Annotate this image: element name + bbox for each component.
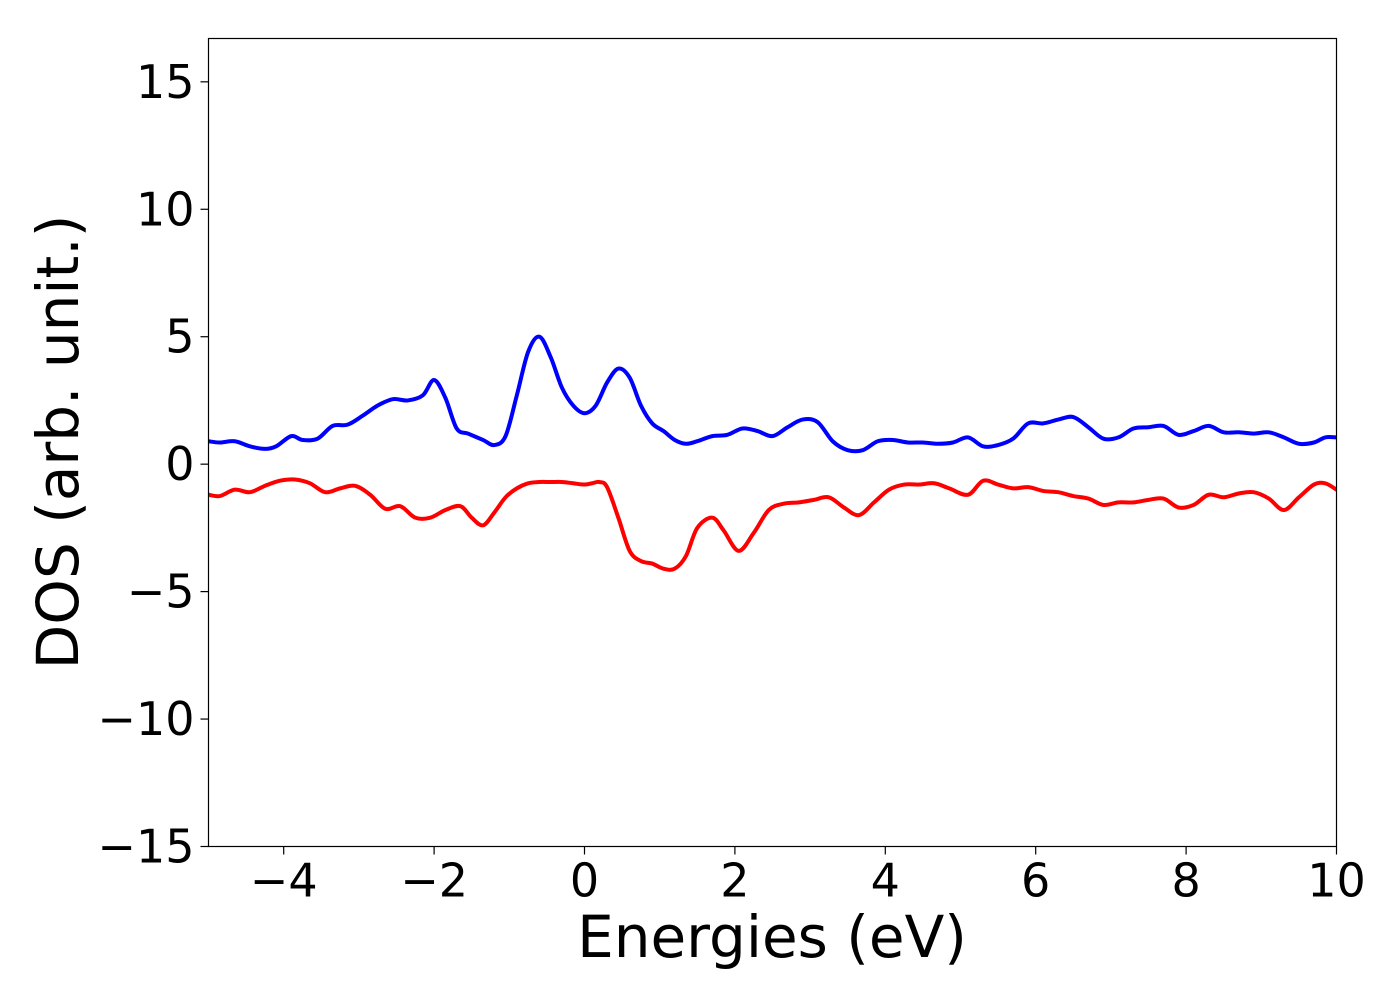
plot-area [208,334,1337,572]
x-tick-label: 4 [871,854,900,908]
y-tick-label: −10 [97,692,194,746]
x-tick-label: 0 [570,854,599,908]
y-tick-label: −5 [127,565,195,619]
y-tick-label: 5 [165,310,194,364]
y-tick-label: −15 [97,820,194,874]
x-tick-label: −4 [250,854,318,908]
x-tick-label: 10 [1307,854,1366,908]
axes-ticks: −4 −2 0 2 4 6 8 10 −15 −10 −5 0 5 10 15 [97,55,1365,908]
x-tick-label: 2 [720,854,749,908]
x-tick-label: 6 [1021,854,1050,908]
y-axis-label: DOS (arb. unit.) [24,215,92,670]
series-line-red [208,477,1337,572]
y-tick-label: 0 [165,437,194,491]
x-tick-label: −2 [400,854,468,908]
y-tick-label: 10 [136,182,195,236]
x-tick-label: 8 [1171,854,1200,908]
y-tick-label: 15 [136,55,195,109]
x-axis-label: Energies (eV) [577,903,967,971]
series-line-blue [208,334,1337,454]
plot-frame [207,37,1338,848]
